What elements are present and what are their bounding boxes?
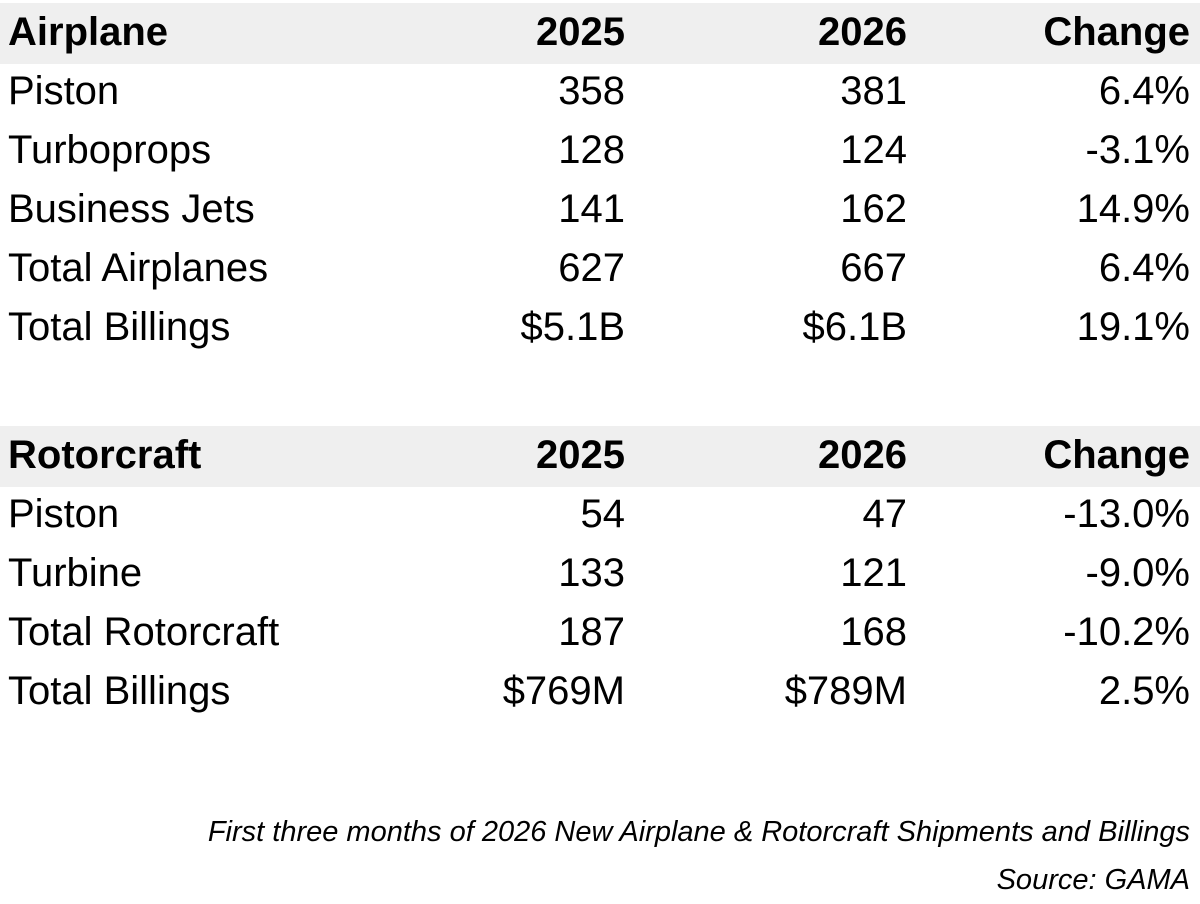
header-cell: Rotorcraft <box>8 433 202 477</box>
table-cell: Piston <box>8 492 120 536</box>
table-cell: $5.1B <box>520 305 625 349</box>
caption: First three months of 2026 New Airplane … <box>207 816 1190 848</box>
table-cell: -9.0% <box>1085 551 1191 595</box>
table-cell: $769M <box>502 669 625 713</box>
table-cell: $789M <box>784 669 907 713</box>
source: Source: GAMA <box>996 864 1190 896</box>
header-band <box>0 3 1200 64</box>
table-cell: 19.1% <box>1076 305 1190 349</box>
header-cell: 2026 <box>818 10 907 54</box>
table-cell: 6.4% <box>1098 69 1190 113</box>
table-cell: 47 <box>862 492 908 536</box>
header-band <box>0 426 1200 487</box>
table-cell: 6.4% <box>1098 246 1190 290</box>
table-cell: Total Rotorcraft <box>8 610 280 654</box>
header-cell: Change <box>1043 10 1190 54</box>
table-cell: 54 <box>580 492 626 536</box>
table-cell: 14.9% <box>1076 187 1190 231</box>
table-cell: Business Jets <box>8 187 255 231</box>
table-cell: 128 <box>558 128 625 172</box>
table-cell: 627 <box>558 246 625 290</box>
header-cell: Airplane <box>8 10 169 54</box>
table-cell: 121 <box>840 551 907 595</box>
table-cell: Piston <box>8 69 120 113</box>
table-cell: -3.1% <box>1085 128 1191 172</box>
table-cell: Total Airplanes <box>8 246 269 290</box>
header-cell: 2026 <box>818 433 907 477</box>
table-cell: 133 <box>558 551 625 595</box>
table-cell: -10.2% <box>1063 610 1190 654</box>
table-cell: 141 <box>558 187 625 231</box>
header-cell: Change <box>1043 433 1190 477</box>
table-cell: 187 <box>558 610 625 654</box>
table-cell: Total Billings <box>8 305 231 349</box>
table-cell: -13.0% <box>1063 492 1190 536</box>
header-cell: 2025 <box>536 433 625 477</box>
table-cell: 667 <box>840 246 907 290</box>
table-cell: 162 <box>840 187 907 231</box>
table-cell: $6.1B <box>802 305 907 349</box>
table-cell: Turboprops <box>8 128 212 172</box>
table-cell: Total Billings <box>8 669 231 713</box>
table-cell: 124 <box>840 128 907 172</box>
table-cell: 381 <box>840 69 907 113</box>
table-cell: 168 <box>840 610 907 654</box>
table-cell: 358 <box>558 69 625 113</box>
table-cell: 2.5% <box>1098 669 1190 713</box>
header-cell: 2025 <box>536 10 625 54</box>
table-cell: Turbine <box>8 551 143 595</box>
